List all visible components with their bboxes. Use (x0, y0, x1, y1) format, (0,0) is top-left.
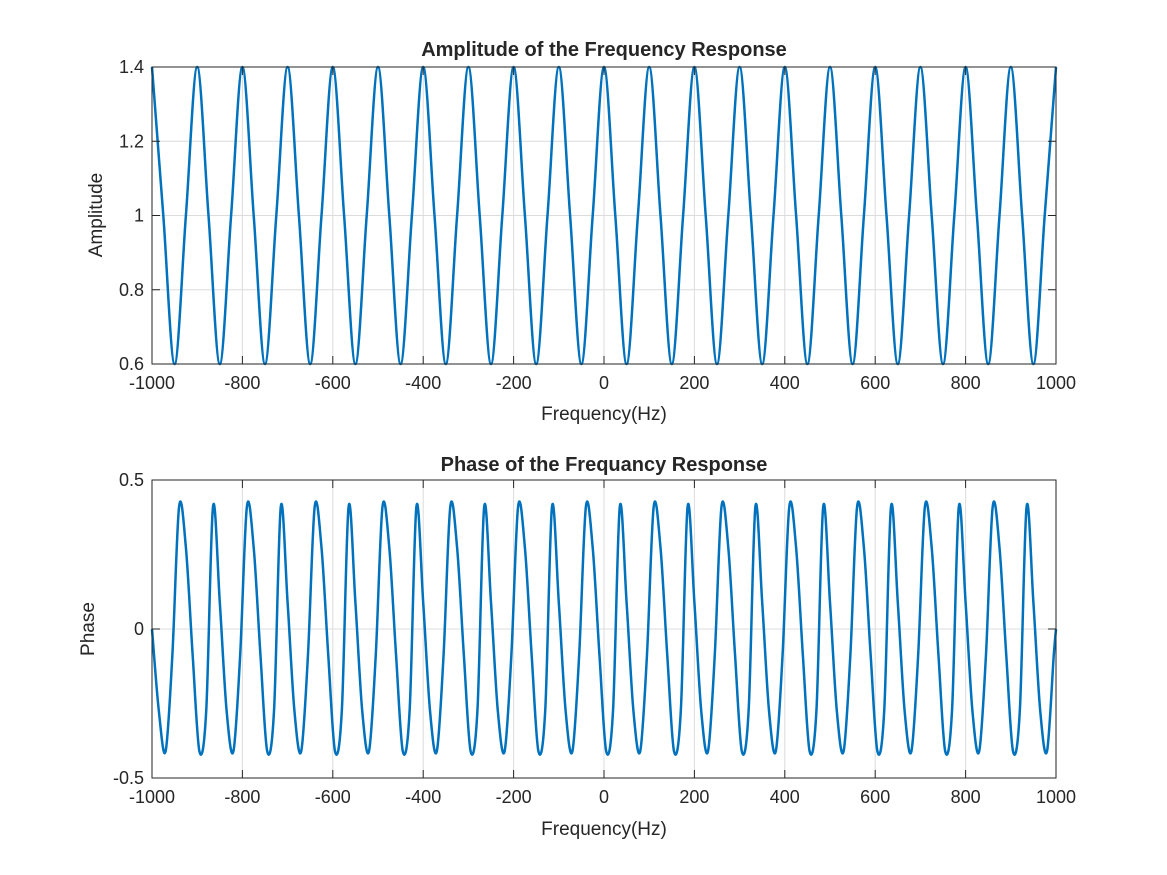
amplitude-title: Amplitude of the Frequency Response (421, 39, 787, 61)
phase-series-line (150, 500, 1058, 756)
amplitude-x-tick-label: -1000 (129, 373, 175, 393)
phase-x-tick-label: -800 (224, 787, 260, 807)
phase-y-tick-label: 0 (134, 619, 144, 639)
amplitude-y-tick-label: 1.4 (119, 57, 144, 77)
phase-x-tick-label: -400 (405, 787, 441, 807)
phase-x-tick-label: 1000 (1036, 787, 1076, 807)
phase-y-tick-label: 0.5 (119, 470, 144, 490)
amplitude-x-tick-label: -800 (224, 373, 260, 393)
amplitude-y-tick-label: 1 (134, 206, 144, 226)
phase-x-tick-label: -1000 (129, 787, 175, 807)
phase-x-axis-label: Frequency(Hz) (541, 819, 667, 840)
amplitude-x-tick-label: 0 (599, 373, 609, 393)
amplitude-x-axis-label: Frequency(Hz) (541, 404, 667, 425)
amplitude-subplot: -1000 -800 -600 -400 -200 0 200 400 600 800 1000 0.… (86, 39, 1076, 425)
phase-x-tick-label: 0 (599, 787, 609, 807)
phase-x-tick-label: -200 (496, 787, 532, 807)
amplitude-y-axis-label: Amplitude (86, 173, 107, 258)
phase-x-tick-label: -600 (315, 787, 351, 807)
amplitude-x-tick-label: 800 (951, 373, 981, 393)
phase-ticks: -1000 -800 -600 -400 -200 0 200 400 600 800 1000 -0… (113, 470, 1076, 807)
amplitude-x-tick-label: 400 (770, 373, 800, 393)
phase-title: Phase of the Frequancy Response (441, 454, 768, 476)
amplitude-x-tick-label: -200 (496, 373, 532, 393)
amplitude-x-tick-label: -400 (405, 373, 441, 393)
amplitude-y-tick-label: 1.2 (119, 131, 144, 151)
amplitude-y-tick-label: 0.6 (119, 354, 144, 374)
amplitude-x-tick-label: 600 (860, 373, 890, 393)
amplitude-x-tick-label: 200 (679, 373, 709, 393)
phase-x-tick-label: 800 (951, 787, 981, 807)
phase-y-tick-label: -0.5 (113, 768, 144, 788)
phase-x-tick-label: 600 (860, 787, 890, 807)
amplitude-x-tick-label: 1000 (1036, 373, 1076, 393)
phase-series (150, 500, 1058, 756)
phase-x-tick-label: 200 (679, 787, 709, 807)
phase-y-axis-label: Phase (78, 602, 99, 656)
amplitude-ticks: -1000 -800 -600 -400 -200 0 200 400 600 800 1000 0.… (119, 57, 1076, 393)
amplitude-y-tick-label: 0.8 (119, 280, 144, 300)
amplitude-x-tick-label: -600 (315, 373, 351, 393)
phase-subplot: -1000 -800 -600 -400 -200 0 200 400 600 800 1000 -0… (78, 454, 1076, 840)
phase-x-tick-label: 400 (770, 787, 800, 807)
